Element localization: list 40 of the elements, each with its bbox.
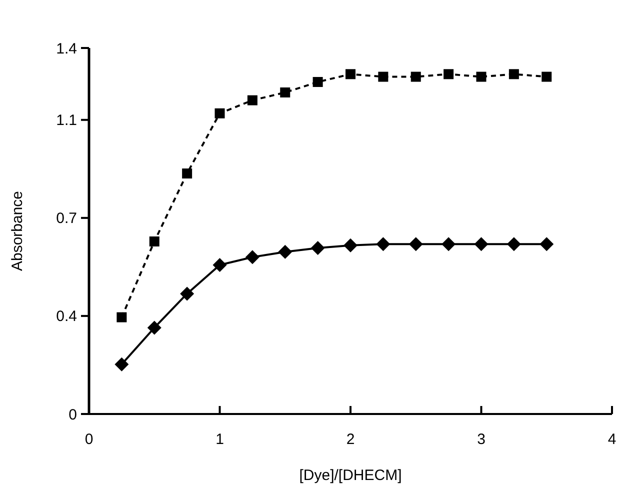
point: [312, 76, 323, 87]
point: [310, 240, 325, 255]
x-tick-label: 4: [608, 431, 616, 448]
y-tick-label: 0.7: [56, 210, 77, 228]
x-tick-label: 1: [216, 431, 224, 448]
point: [344, 238, 358, 252]
point: [506, 237, 521, 252]
point: [442, 237, 456, 252]
point: [376, 237, 390, 252]
point: [346, 69, 356, 80]
point: [280, 87, 290, 98]
point: [180, 286, 194, 301]
point: [378, 72, 388, 82]
point: [245, 250, 260, 264]
point: [147, 320, 162, 335]
point: [278, 244, 292, 259]
point: [474, 237, 488, 252]
point: [540, 237, 554, 252]
point: [182, 168, 192, 178]
y-tick-label: 0: [68, 406, 77, 424]
point: [116, 312, 127, 322]
point: [114, 357, 129, 372]
y-tick-label: 0.4: [56, 308, 77, 326]
point: [410, 72, 421, 82]
point: [214, 108, 225, 118]
point: [149, 236, 160, 246]
y-tick-label: 1.4: [56, 40, 77, 58]
y-tick-label: 1.1: [56, 112, 77, 130]
point: [444, 69, 454, 80]
point: [508, 69, 519, 80]
x-tick-label: 3: [477, 431, 486, 448]
point: [212, 258, 227, 272]
x-axis-title: [Dye]/[DHECM]: [299, 467, 402, 484]
x-tick-label: 2: [346, 431, 355, 448]
point: [542, 72, 552, 82]
point: [408, 237, 423, 252]
point: [247, 95, 258, 106]
x-tick-label: 0: [84, 431, 94, 448]
y-axis-title: Absorbance: [9, 190, 26, 272]
point: [476, 72, 486, 82]
